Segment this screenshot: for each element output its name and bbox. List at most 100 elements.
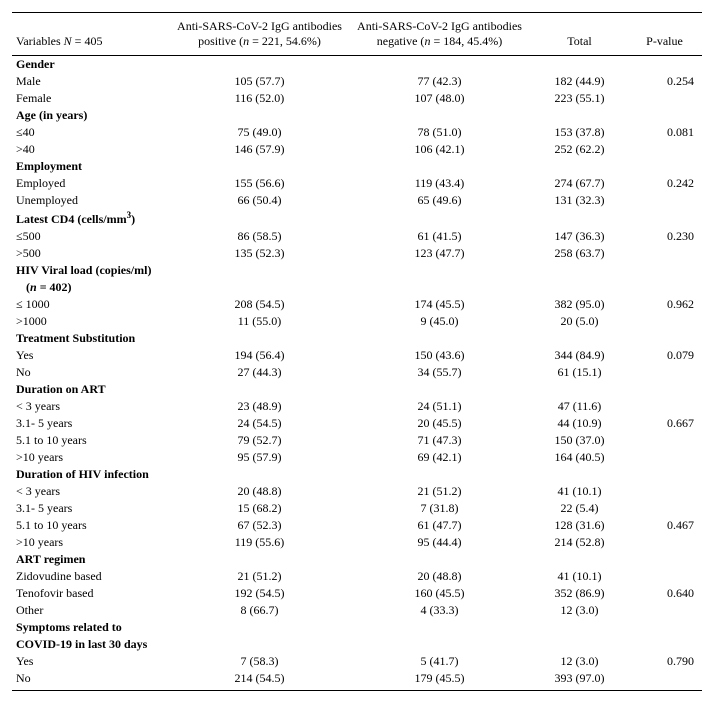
cell-pvalue: 0.254 <box>627 73 702 90</box>
row-label: >1000 <box>12 313 172 330</box>
cell-total: 393 (97.0) <box>532 670 627 691</box>
cell-total: 164 (40.5) <box>532 449 627 466</box>
cell-positive: 23 (48.9) <box>172 398 347 415</box>
cell-total: 12 (3.0) <box>532 602 627 619</box>
cell-positive: 27 (44.3) <box>172 364 347 381</box>
cell-total: 61 (15.1) <box>532 364 627 381</box>
cell-total: 131 (32.3) <box>532 192 627 209</box>
row-label: ≤40 <box>12 124 172 141</box>
cell-negative: 77 (42.3) <box>347 73 532 90</box>
cell-positive: 208 (54.5) <box>172 296 347 313</box>
table-row: < 3 years20 (48.8)21 (51.2)41 (10.1) <box>12 483 702 500</box>
cell-negative: 107 (48.0) <box>347 90 532 107</box>
row-label: Unemployed <box>12 192 172 209</box>
cell-negative: 21 (51.2) <box>347 483 532 500</box>
row-label: Other <box>12 602 172 619</box>
cell-pvalue: 0.467 <box>627 517 702 534</box>
cell-negative: 123 (47.7) <box>347 245 532 262</box>
table-row: No214 (54.5)179 (45.5)393 (97.0) <box>12 670 702 691</box>
group-title: Duration on ART <box>12 381 172 398</box>
cell-negative: 69 (42.1) <box>347 449 532 466</box>
row-label: 5.1 to 10 years <box>12 517 172 534</box>
cell-positive: 86 (58.5) <box>172 228 347 245</box>
cell-positive: 8 (66.7) <box>172 602 347 619</box>
table-row: 5.1 to 10 years79 (52.7)71 (47.3)150 (37… <box>12 432 702 449</box>
cell-total: 20 (5.0) <box>532 313 627 330</box>
cell-negative: 20 (48.8) <box>347 568 532 585</box>
cell-positive: 105 (57.7) <box>172 73 347 90</box>
group-title: Treatment Substitution <box>12 330 172 347</box>
cell-positive: 7 (58.3) <box>172 653 347 670</box>
cell-pvalue: 0.079 <box>627 347 702 364</box>
cell-negative: 34 (55.7) <box>347 364 532 381</box>
table-row: Male105 (57.7)77 (42.3)182 (44.9)0.254 <box>12 73 702 90</box>
table-row: Other8 (66.7)4 (33.3)12 (3.0) <box>12 602 702 619</box>
cell-positive: 116 (52.0) <box>172 90 347 107</box>
header-pvalue: P-value <box>627 13 702 56</box>
table-row: 3.1- 5 years24 (54.5)20 (45.5)44 (10.9)0… <box>12 415 702 432</box>
cell-pvalue <box>627 500 702 517</box>
group-title: Age (in years) <box>12 107 172 124</box>
row-label: >500 <box>12 245 172 262</box>
row-label: < 3 years <box>12 483 172 500</box>
row-label: Female <box>12 90 172 107</box>
table-row: ≤4075 (49.0)78 (51.0)153 (37.8)0.081 <box>12 124 702 141</box>
table-row: Yes7 (58.3)5 (41.7)12 (3.0)0.790 <box>12 653 702 670</box>
cell-pvalue <box>627 568 702 585</box>
table-row: >40146 (57.9)106 (42.1)252 (62.2) <box>12 141 702 158</box>
cell-positive: 155 (56.6) <box>172 175 347 192</box>
table-row: 3.1- 5 years15 (68.2)7 (31.8)22 (5.4) <box>12 500 702 517</box>
row-label: 3.1- 5 years <box>12 500 172 517</box>
cell-negative: 20 (45.5) <box>347 415 532 432</box>
header-row: Variables N = 405 Anti-SARS-CoV-2 IgG an… <box>12 13 702 56</box>
cell-pvalue <box>627 670 702 691</box>
cell-pvalue <box>627 313 702 330</box>
cell-pvalue <box>627 141 702 158</box>
cell-negative: 78 (51.0) <box>347 124 532 141</box>
cell-positive: 67 (52.3) <box>172 517 347 534</box>
cell-total: 41 (10.1) <box>532 568 627 585</box>
cell-negative: 106 (42.1) <box>347 141 532 158</box>
cell-positive: 95 (57.9) <box>172 449 347 466</box>
row-label: < 3 years <box>12 398 172 415</box>
table-row: Zidovudine based21 (51.2)20 (48.8)41 (10… <box>12 568 702 585</box>
cell-total: 252 (62.2) <box>532 141 627 158</box>
cell-negative: 119 (43.4) <box>347 175 532 192</box>
header-variables: Variables N = 405 <box>12 13 172 56</box>
cell-positive: 66 (50.4) <box>172 192 347 209</box>
cell-pvalue <box>627 90 702 107</box>
header-positive: Anti-SARS-CoV-2 IgG antibodies positive … <box>172 13 347 56</box>
cell-positive: 15 (68.2) <box>172 500 347 517</box>
cell-pvalue <box>627 432 702 449</box>
cell-pvalue: 0.230 <box>627 228 702 245</box>
header-negative: Anti-SARS-CoV-2 IgG antibodies negative … <box>347 13 532 56</box>
cell-total: 12 (3.0) <box>532 653 627 670</box>
cell-total: 214 (52.8) <box>532 534 627 551</box>
cell-positive: 192 (54.5) <box>172 585 347 602</box>
cell-negative: 7 (31.8) <box>347 500 532 517</box>
cell-negative: 5 (41.7) <box>347 653 532 670</box>
row-label: Employed <box>12 175 172 192</box>
cell-positive: 75 (49.0) <box>172 124 347 141</box>
row-label: >10 years <box>12 449 172 466</box>
cell-pvalue <box>627 483 702 500</box>
row-label: >10 years <box>12 534 172 551</box>
cell-total: 382 (95.0) <box>532 296 627 313</box>
cell-total: 223 (55.1) <box>532 90 627 107</box>
cell-positive: 135 (52.3) <box>172 245 347 262</box>
cell-negative: 71 (47.3) <box>347 432 532 449</box>
cell-positive: 214 (54.5) <box>172 670 347 691</box>
table-row: Unemployed66 (50.4)65 (49.6)131 (32.3) <box>12 192 702 209</box>
cell-positive: 194 (56.4) <box>172 347 347 364</box>
cell-positive: 146 (57.9) <box>172 141 347 158</box>
row-label: No <box>12 670 172 691</box>
table-row: >10 years119 (55.6)95 (44.4)214 (52.8) <box>12 534 702 551</box>
row-label: 3.1- 5 years <box>12 415 172 432</box>
cell-total: 258 (63.7) <box>532 245 627 262</box>
cell-negative: 179 (45.5) <box>347 670 532 691</box>
cell-pvalue: 0.790 <box>627 653 702 670</box>
cell-negative: 24 (51.1) <box>347 398 532 415</box>
row-label: ≤500 <box>12 228 172 245</box>
cell-pvalue: 0.667 <box>627 415 702 432</box>
group-title: ART regimen <box>12 551 172 568</box>
